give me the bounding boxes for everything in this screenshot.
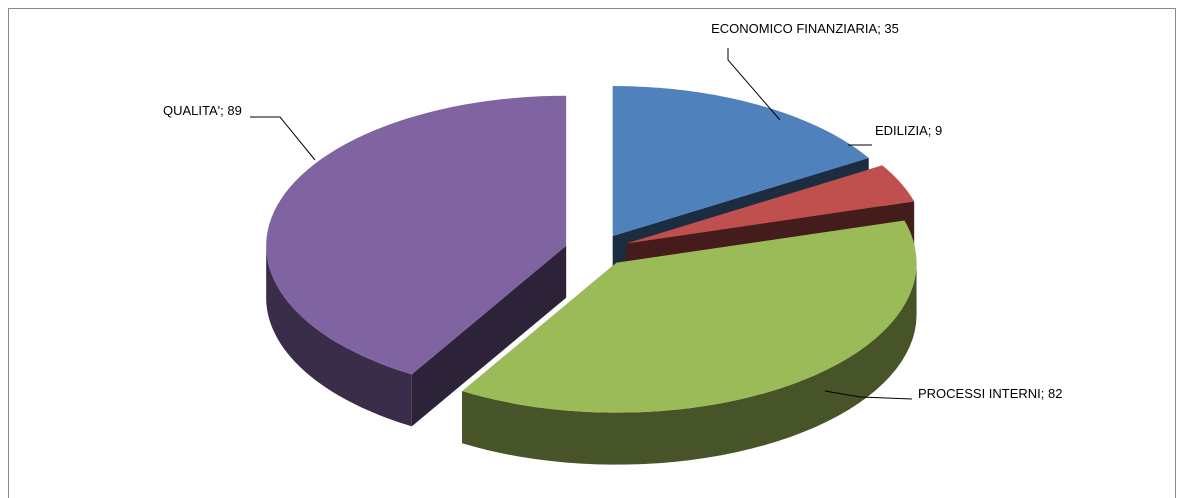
slice-wall — [462, 262, 917, 465]
slice — [612, 86, 869, 237]
data-label: EDILIZIA; 9 — [875, 123, 943, 138]
leader-line — [824, 390, 913, 400]
slice — [266, 95, 567, 375]
data-label: QUALITA'; 89 — [163, 103, 242, 118]
data-label: PROCESSI INTERNI; 82 — [918, 386, 1063, 401]
slice-wall — [266, 245, 412, 427]
slice — [626, 165, 915, 244]
pie — [266, 86, 917, 465]
data-label: ECONOMICO FINANZIARIA; 35 — [711, 21, 899, 36]
slice-side — [411, 245, 567, 427]
slice — [462, 220, 917, 413]
leader-line — [727, 48, 781, 121]
leader-line — [250, 116, 316, 161]
